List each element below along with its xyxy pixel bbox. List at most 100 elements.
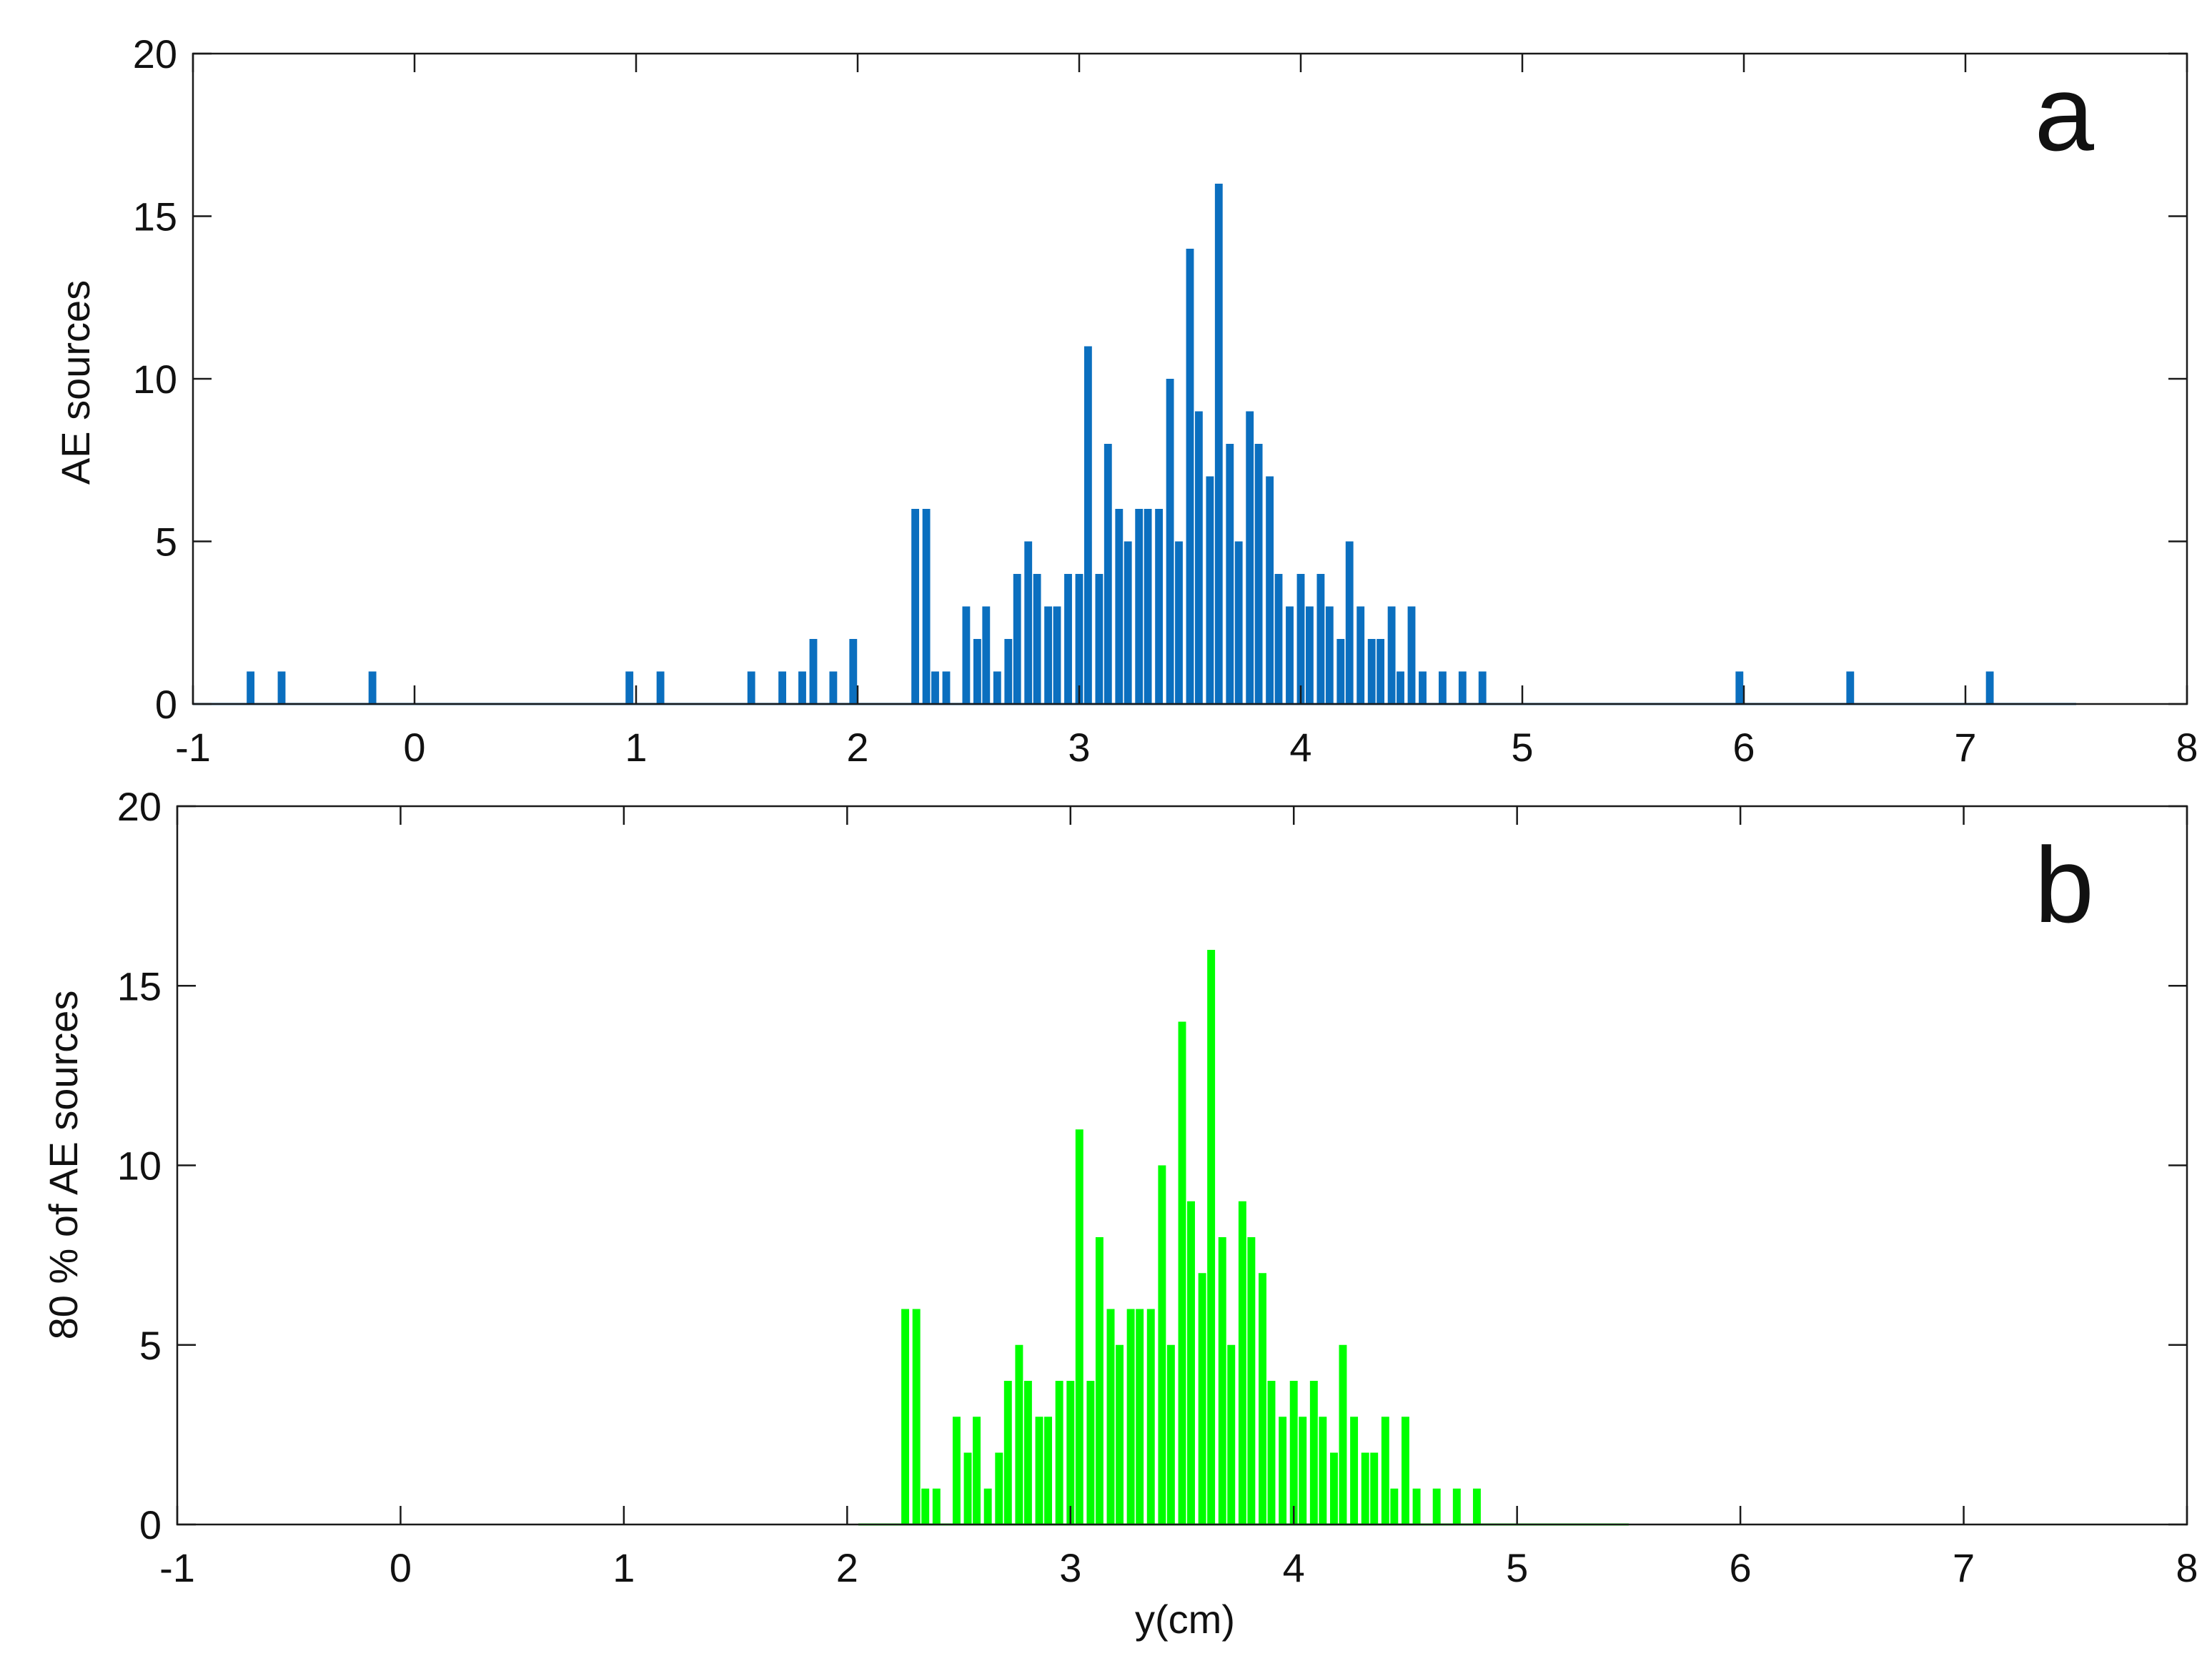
panel-a-bar: [942, 671, 951, 704]
panel-b-x-tick-label: 7: [1953, 1545, 1975, 1590]
panel-a-bar: [656, 671, 665, 704]
panel-b-bar: [1126, 1309, 1135, 1524]
panel-b-x-tick-label: 6: [1730, 1545, 1752, 1590]
panel-a-bar: [1305, 606, 1314, 704]
panel-b-bar: [1035, 1417, 1043, 1524]
panel-a-x-tick-label: 1: [625, 725, 647, 770]
panel-a-bar: [1357, 606, 1365, 704]
panel-b-bar: [1055, 1381, 1063, 1524]
panel-a-bar: [1846, 671, 1855, 704]
panel-a-bar: [1234, 541, 1243, 704]
panel-a-bar: [1075, 574, 1083, 704]
panel-b-bar: [1086, 1381, 1095, 1524]
panel-a-y-tick-label: 15: [133, 194, 177, 239]
panel-a-bar: [247, 671, 255, 704]
panel-b-bar: [932, 1488, 941, 1524]
panel-a-letter: a: [2035, 53, 2095, 173]
panel-b-bar: [1247, 1237, 1256, 1524]
panel-a-x-tick-label: 4: [1289, 725, 1311, 770]
panel-b-bar: [901, 1309, 910, 1524]
panel-b-bar: [1198, 1273, 1206, 1524]
panel-b-x-tick-label: 8: [2176, 1545, 2198, 1590]
panel-b-bar: [1339, 1344, 1347, 1524]
panel-a-bar: [1336, 639, 1345, 704]
panel-a-x-tick-label: 6: [1732, 725, 1755, 770]
panel-a-bar: [1325, 606, 1334, 704]
panel-a-bar: [1246, 411, 1254, 704]
panel-b-bar: [1218, 1237, 1226, 1524]
panel-a-bar: [1296, 574, 1305, 704]
panel-b-x-tick-label: 1: [612, 1545, 635, 1590]
panel-b-x-tick-label: 4: [1283, 1545, 1305, 1590]
panel-b-bar: [1187, 1201, 1195, 1524]
panel-a-y-axis-label: AE sources: [53, 280, 98, 485]
panel-a-bar: [1985, 671, 1994, 704]
panel-a-x-tick-label: 7: [1954, 725, 1976, 770]
panel-a-bar: [1135, 509, 1144, 704]
panel-b-bar: [1023, 1381, 1032, 1524]
panel-a-x-tick-label: 3: [1068, 725, 1090, 770]
panel-b-bars: [858, 950, 1629, 1526]
panel-a-bar: [1124, 541, 1132, 704]
panel-a-bar: [922, 509, 931, 704]
panel-b-bar: [1350, 1417, 1359, 1524]
panel-a-bar: [747, 671, 755, 704]
panel-a-bar: [1044, 606, 1053, 704]
panel-a-bar: [1144, 509, 1152, 704]
panel-a-x-tick-label: -1: [175, 725, 211, 770]
panel-a-bar: [1387, 606, 1396, 704]
panel-a-bar: [1166, 379, 1174, 704]
panel-b-bar: [1015, 1344, 1023, 1524]
panel-b-bar: [1044, 1417, 1053, 1524]
panel-a-bar: [809, 639, 818, 704]
panel-a-bar: [962, 606, 971, 704]
panel-b-bar: [1106, 1309, 1115, 1524]
panel-b-y-tick-label: 0: [139, 1502, 162, 1547]
panel-b-bar: [1259, 1273, 1266, 1524]
panel-b-bar: [973, 1417, 981, 1524]
panel-a-bar: [1206, 476, 1214, 704]
panel-b-letter: b: [2035, 825, 2094, 945]
panel-a-bar: [1397, 671, 1404, 704]
panel-b-bar: [1116, 1344, 1124, 1524]
panel-a-bar: [1194, 411, 1203, 704]
panel-a-bar: [1064, 574, 1072, 704]
panel-a-x-tick-label: 0: [403, 725, 425, 770]
panel-b-bar: [1452, 1488, 1461, 1524]
panel-a-bar: [973, 639, 981, 704]
panel-b-y-tick-label: 5: [139, 1323, 162, 1368]
panel-b-x-tick-label: -1: [159, 1545, 195, 1590]
panel-b-bar: [952, 1417, 961, 1524]
panel-a-bar: [982, 606, 991, 704]
panel-b-bar: [1238, 1201, 1246, 1524]
panel-a-bar: [1266, 476, 1274, 704]
panel-b-bar: [1158, 1165, 1166, 1524]
panel-b-bar: [1095, 1237, 1103, 1524]
panel-a-y-tick-label: 5: [155, 520, 177, 565]
panel-b-bar: [1329, 1452, 1338, 1524]
panel-a-bar: [1478, 671, 1487, 704]
panel-a-bar: [849, 639, 858, 704]
panel-a-bar: [1254, 444, 1263, 704]
panel-a-bar: [1345, 541, 1354, 704]
panel-a-bar: [625, 671, 634, 704]
panel-a-bar: [798, 671, 806, 704]
panel-a-bar: [778, 671, 787, 704]
panel-b-bar: [1412, 1488, 1421, 1524]
panel-a-y-tick-label: 20: [133, 31, 177, 76]
panel-a-x-tick-label: 2: [846, 725, 868, 770]
panel-a-bar: [1735, 671, 1744, 704]
panel-a-bar: [1103, 444, 1112, 704]
panel-b-y-axis-label: 80 % of AE sources: [41, 991, 86, 1340]
panel-a-y-tick-label: 0: [155, 682, 177, 727]
panel-a-bar: [993, 671, 1001, 704]
panel-a-bar: [1083, 346, 1092, 704]
panel-b-bar: [1279, 1417, 1287, 1524]
panel-b-x-tick-label: 5: [1506, 1545, 1528, 1590]
panel-b-bar: [1267, 1381, 1276, 1524]
panel-b-bar: [1472, 1488, 1481, 1524]
